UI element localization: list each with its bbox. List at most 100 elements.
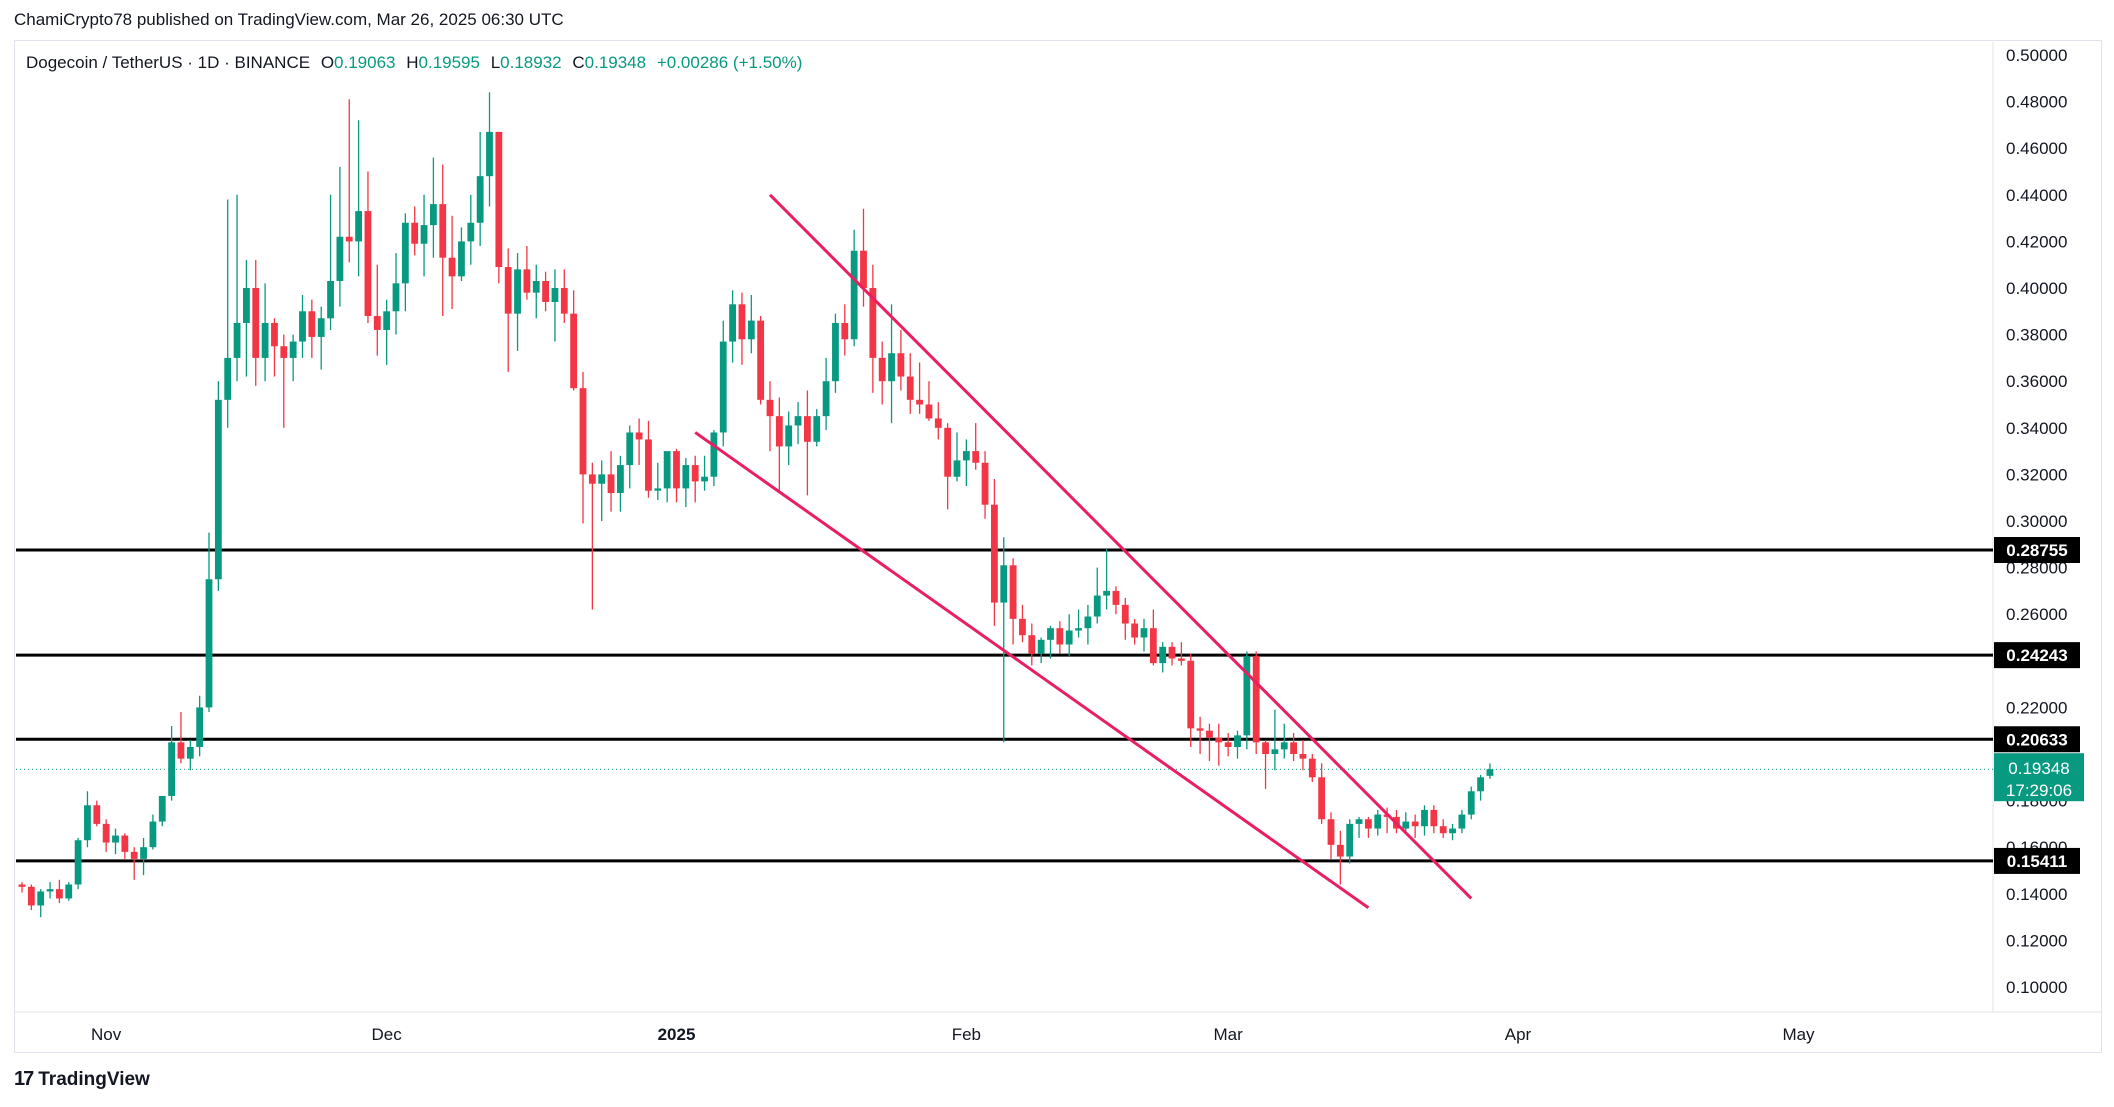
candle [607,451,615,512]
candle-body [1355,819,1363,824]
candle-body [551,288,559,302]
candle [1159,642,1167,673]
candle [682,458,690,508]
candle-body [430,204,437,226]
candle [1280,723,1288,759]
candle [65,882,73,901]
trendline-upper[interactable] [768,193,1473,900]
candle [158,795,166,827]
candle [1000,537,1008,743]
candle [1336,830,1344,885]
candle [1262,740,1269,789]
candle-body [1093,595,1101,617]
last-price-tag [1994,753,2084,802]
candle-body [149,821,157,848]
candle [289,334,297,382]
candle [1196,716,1204,754]
candle-body [560,288,568,314]
chart-frame[interactable] [14,40,2102,1053]
candle [168,726,175,801]
candle-body [719,341,727,433]
candle [1103,548,1110,610]
candle-body [364,211,372,316]
candle [925,381,933,421]
candle [1187,653,1195,748]
x-tick-label: Feb [952,1025,981,1044]
candle [794,402,802,445]
candle-body [1234,735,1241,748]
candle-body [682,465,690,489]
bar-countdown-label: 17:29:06 [2006,781,2072,800]
candle [1271,709,1279,771]
last-price-label: 0.19348 [2008,759,2069,778]
candle [1374,809,1382,836]
candle [1037,637,1045,664]
candle [1477,774,1484,801]
candle [710,430,718,487]
candle [514,253,521,351]
y-tick-label: 0.34000 [2006,419,2067,438]
candle-body [645,439,652,491]
candle-body [710,432,718,477]
candle [944,423,952,510]
level-price-tag [1994,642,2080,669]
candle [18,882,26,893]
candle [841,304,849,356]
y-tick-label: 0.38000 [2006,326,2067,345]
trendline-lower[interactable] [694,431,1370,910]
candle-body [673,451,680,489]
x-tick-label: 2025 [658,1025,696,1044]
candle [149,814,157,850]
level-price-tag [1994,847,2080,874]
candle-body [1318,777,1326,820]
high-value: 0.19595 [418,53,480,72]
candle-body [495,131,503,268]
y-tick-label: 0.30000 [2006,512,2067,531]
candle [523,246,531,300]
candle [1056,621,1064,654]
candle-body [392,283,400,312]
low-label: L [490,53,501,72]
low-value: 0.18932 [500,53,562,72]
candle-body [355,211,362,242]
candle-body [1280,742,1288,750]
candle [1075,609,1082,638]
candle-body [373,315,381,330]
candle [588,462,596,610]
candle [1206,723,1213,761]
candle-body [878,357,886,382]
candle-body [691,465,699,482]
publish-caption: ChamiCrypto78 published on TradingView.c… [14,10,564,29]
candle [962,439,970,487]
tradingview-brand[interactable]: 17 TradingView [14,1068,150,1091]
candle-body [1365,819,1372,829]
candle [757,315,765,405]
level-price-tag [1994,726,2080,753]
candle [1224,733,1232,757]
candle [991,479,998,626]
candle-body [906,376,914,400]
candle [1299,740,1307,771]
y-tick-label: 0.46000 [2006,139,2067,158]
candle-body [953,460,961,477]
candle [373,264,381,356]
candle-body [607,474,615,494]
candle [888,304,895,424]
close-label: C [572,53,585,72]
candle [392,253,400,335]
candle-body [1439,826,1447,834]
candle [551,269,559,342]
candle [448,215,456,309]
candle-body [1047,628,1054,640]
candle [1318,763,1326,824]
candle [458,227,465,282]
candle-body [214,399,222,580]
candle [1215,723,1223,766]
candle-body [1430,809,1438,827]
candle-body [1065,630,1073,645]
candle-body [1467,791,1475,815]
candle-body [411,222,419,244]
candle [747,294,755,354]
candle-body [1486,769,1494,776]
